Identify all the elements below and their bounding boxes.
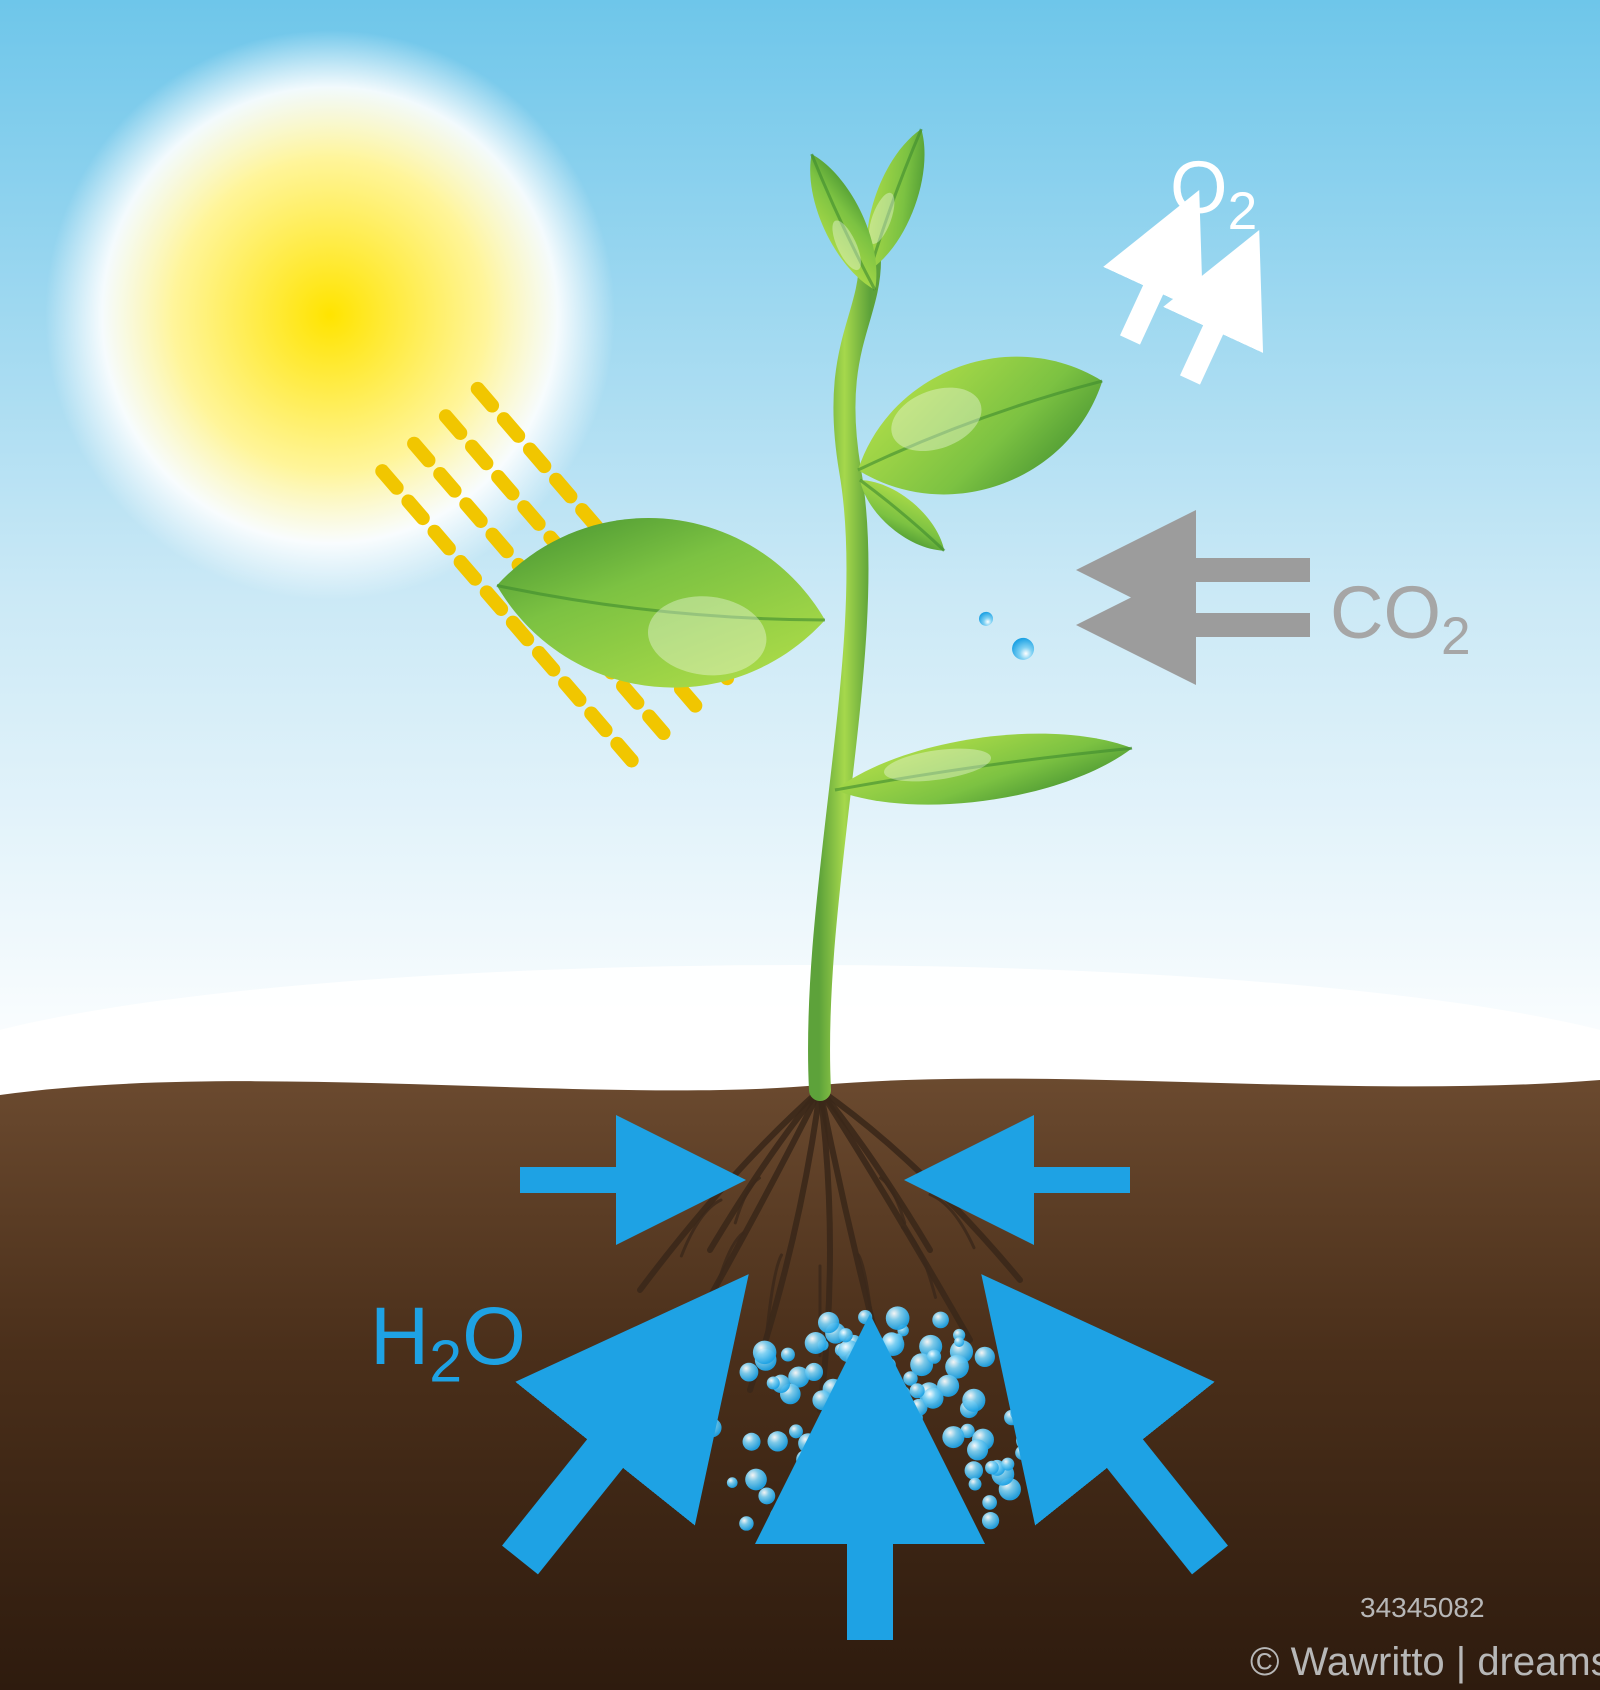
diagram-svg	[0, 0, 1600, 1690]
h2o-sub: 2	[429, 1328, 462, 1394]
h2o-text: H	[370, 1291, 429, 1382]
watermark-id: 34345082	[1360, 1592, 1485, 1624]
o2-sub: 2	[1228, 182, 1258, 241]
co2-text: CO	[1330, 571, 1441, 654]
o2-label: O2	[1170, 145, 1257, 230]
watermark-author: © Wawritto | dreamstime	[1250, 1640, 1600, 1685]
h2o-tail: O	[462, 1291, 526, 1382]
o2-text: O	[1170, 146, 1228, 229]
photosynthesis-diagram: O2 CO2 H2O 34345082 © Wawritto | dreamst…	[0, 0, 1600, 1690]
h2o-label: H2O	[370, 1290, 526, 1384]
co2-sub: 2	[1441, 607, 1471, 666]
co2-label: CO2	[1330, 570, 1471, 655]
